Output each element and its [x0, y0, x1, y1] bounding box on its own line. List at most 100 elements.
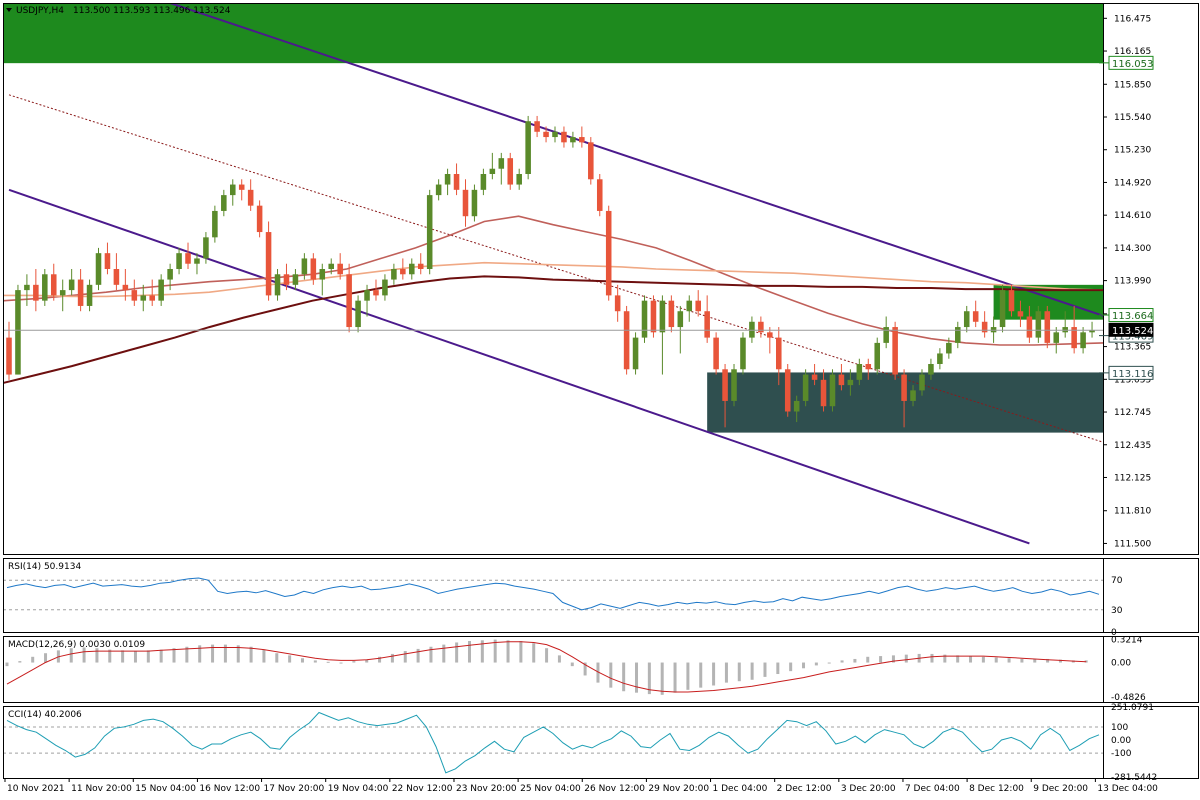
candle[interactable]	[793, 395, 800, 423]
candle[interactable]	[865, 358, 872, 380]
pane-macd[interactable]	[3, 636, 1199, 703]
candle[interactable]	[999, 284, 1006, 333]
candle[interactable]	[892, 321, 898, 380]
candle[interactable]	[829, 369, 836, 412]
pane-cci[interactable]	[3, 706, 1199, 779]
candle[interactable]	[176, 247, 182, 275]
candle[interactable]	[265, 221, 272, 301]
candle[interactable]	[50, 263, 57, 301]
candle[interactable]	[901, 369, 907, 428]
candle[interactable]	[623, 305, 630, 375]
candle[interactable]	[140, 284, 147, 312]
candle[interactable]	[838, 364, 845, 391]
candle[interactable]	[346, 263, 352, 333]
candle[interactable]	[758, 316, 764, 338]
candle[interactable]	[426, 189, 433, 275]
channel-upper-line[interactable]	[169, 3, 1137, 327]
candle[interactable]	[167, 263, 173, 291]
candle[interactable]	[650, 295, 657, 338]
candle[interactable]	[122, 269, 129, 301]
candle[interactable]	[417, 253, 424, 275]
candle[interactable]	[534, 115, 540, 138]
candle[interactable]	[561, 126, 567, 148]
candle[interactable]	[15, 284, 21, 375]
level-label-box[interactable]	[1108, 322, 1154, 337]
candle[interactable]	[659, 295, 666, 375]
pane-rsi[interactable]	[3, 558, 1199, 633]
candle[interactable]	[435, 179, 442, 201]
candle[interactable]	[59, 279, 66, 312]
candle[interactable]	[552, 126, 558, 143]
candle[interactable]	[400, 258, 406, 280]
candle[interactable]	[1080, 327, 1086, 354]
candle[interactable]	[292, 269, 299, 291]
candle[interactable]	[328, 258, 335, 275]
candle[interactable]	[283, 263, 290, 291]
candle[interactable]	[596, 174, 603, 217]
candle[interactable]	[847, 369, 854, 396]
candle[interactable]	[883, 316, 889, 349]
candle[interactable]	[543, 126, 549, 143]
candle[interactable]	[516, 168, 522, 190]
candle[interactable]	[355, 295, 361, 333]
candle[interactable]	[185, 242, 191, 269]
channel-midline[interactable]	[8, 94, 1173, 464]
candle[interactable]	[409, 258, 415, 280]
candle[interactable]	[203, 232, 209, 264]
dropdown-triangle-icon[interactable]	[6, 8, 12, 12]
candle[interactable]	[775, 327, 782, 386]
candle[interactable]	[498, 152, 505, 185]
candle[interactable]	[453, 163, 460, 196]
candle[interactable]	[221, 189, 227, 217]
candle[interactable]	[767, 327, 773, 354]
candle[interactable]	[677, 305, 684, 354]
candle[interactable]	[1044, 305, 1051, 349]
candle[interactable]	[641, 295, 648, 343]
candle[interactable]	[632, 332, 639, 375]
candle[interactable]	[713, 332, 719, 375]
candle[interactable]	[77, 269, 84, 312]
candle[interactable]	[462, 179, 469, 227]
candle[interactable]	[480, 168, 487, 196]
candle[interactable]	[749, 316, 755, 343]
candle[interactable]	[444, 168, 451, 196]
candle[interactable]	[784, 364, 791, 417]
candle[interactable]	[113, 253, 120, 291]
candle[interactable]	[946, 337, 952, 359]
level-label-box[interactable]	[1108, 55, 1154, 70]
candle[interactable]	[856, 358, 863, 386]
candle[interactable]	[981, 311, 988, 338]
candle[interactable]	[928, 358, 934, 380]
candle[interactable]	[820, 369, 827, 412]
candle[interactable]	[471, 184, 478, 222]
candle[interactable]	[382, 274, 388, 301]
candle[interactable]	[68, 269, 75, 296]
candle[interactable]	[507, 152, 514, 190]
candle[interactable]	[668, 295, 675, 333]
candle[interactable]	[301, 253, 308, 280]
candle[interactable]	[695, 290, 701, 317]
candle[interactable]	[95, 247, 102, 291]
candle[interactable]	[6, 321, 12, 380]
candle[interactable]	[42, 269, 48, 306]
candle[interactable]	[391, 263, 397, 285]
candle[interactable]	[256, 200, 263, 238]
candle[interactable]	[686, 295, 693, 322]
candle[interactable]	[874, 337, 881, 375]
candle[interactable]	[525, 115, 531, 180]
candle[interactable]	[33, 269, 39, 312]
candle[interactable]	[247, 179, 254, 211]
candle[interactable]	[1053, 327, 1060, 354]
candle[interactable]	[229, 179, 236, 206]
level-label-box[interactable]	[1108, 365, 1154, 380]
candle[interactable]	[579, 126, 585, 148]
candle[interactable]	[310, 253, 317, 285]
zone-rectangle[interactable]	[3, 3, 1103, 64]
candle[interactable]	[614, 284, 621, 322]
candle[interactable]	[24, 274, 30, 306]
candle[interactable]	[588, 137, 594, 185]
candle[interactable]	[1062, 311, 1068, 338]
candle[interactable]	[1026, 305, 1033, 343]
candle[interactable]	[990, 316, 997, 343]
